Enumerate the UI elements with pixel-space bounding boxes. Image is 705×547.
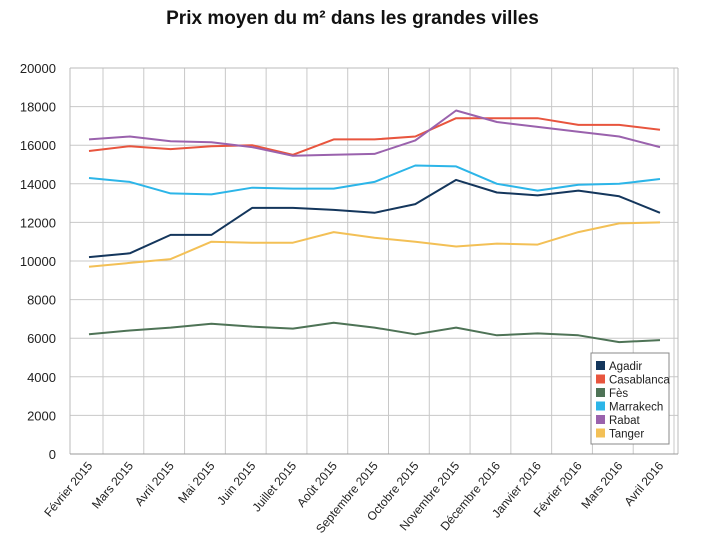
series-line-rabat [88, 109, 661, 157]
legend-swatch [596, 415, 605, 424]
series-line-fès [88, 321, 661, 344]
y-tick-label: 8000 [27, 293, 56, 308]
y-tick-label: 10000 [20, 254, 56, 269]
x-tick-label: Mars 2016 [578, 459, 625, 512]
y-tick-label: 16000 [20, 138, 56, 153]
y-tick-label: 20000 [20, 61, 56, 76]
x-tick-label: Juin 2015 [214, 459, 258, 508]
series-line-tanger [88, 221, 661, 268]
legend-swatch [596, 428, 605, 438]
legend-swatch [596, 401, 605, 411]
y-tick-label: 4000 [27, 370, 56, 385]
legend-label: Marrakech [609, 402, 663, 414]
legend-label: Tanger [609, 429, 644, 441]
legend-label: Fès [609, 388, 628, 400]
legend-label: Agadir [609, 361, 642, 373]
x-tick-label: Avril 2016 [621, 459, 666, 509]
x-tick-label: Février 2015 [41, 459, 95, 520]
y-tick-label: 14000 [20, 177, 56, 192]
y-tick-label: 18000 [20, 100, 56, 115]
legend-label: Rabat [609, 415, 640, 427]
x-tick-label: Mai 2015 [175, 459, 218, 506]
y-tick-label: 12000 [20, 215, 56, 230]
y-tick-label: 6000 [27, 331, 56, 346]
legend-swatch [596, 374, 605, 384]
y-tick-label: 0 [49, 447, 56, 462]
legend-label: Casablanca [609, 375, 670, 387]
y-tick-label: 2000 [27, 408, 56, 423]
series-line-casablanca [88, 117, 661, 156]
x-tick-label: Avril 2015 [132, 459, 177, 509]
x-tick-label: Mars 2015 [89, 459, 136, 512]
series-line-marrakech [88, 164, 661, 196]
chart-title: Prix moyen du m² dans les grandes villes [166, 8, 539, 29]
legend-swatch [596, 388, 605, 397]
series-line-agadir [88, 178, 661, 259]
legend-swatch [596, 361, 605, 370]
